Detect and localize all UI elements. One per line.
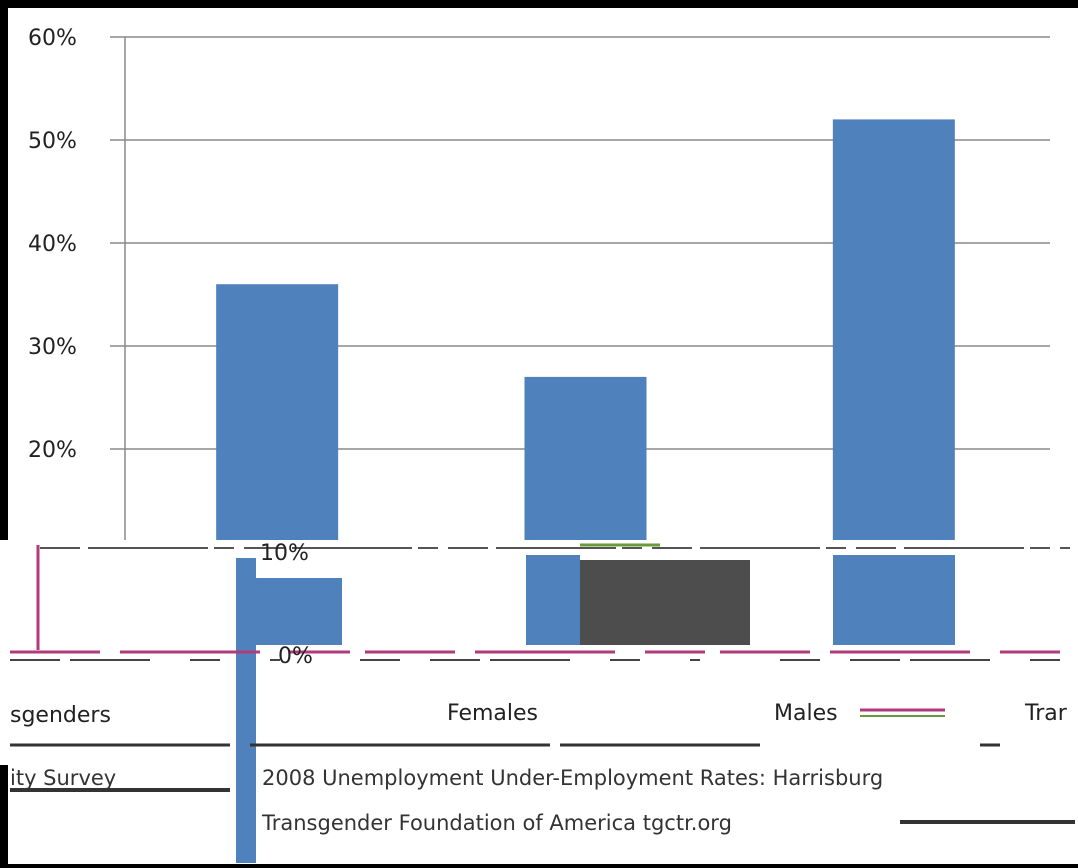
y-tick-label-10: 10% [260,541,309,566]
y-tick-labels: 20% 30% 40% 50% 60% [28,26,77,463]
source-line-3: Transgender Foundation of America tgctr.… [261,811,732,835]
glitch-dark-block [580,560,750,645]
y-tick-label: 50% [28,129,77,154]
glitch-bar-fragment-4 [256,578,342,645]
y-tick-label: 60% [28,26,77,51]
y-tick-label: 30% [28,335,77,360]
category-label-transgenders: sgenders [10,703,111,728]
glitch-bar-fragment-2 [526,555,580,645]
y-tick-label-0: 0% [278,644,313,669]
source-line-1: ity Survey [10,766,116,790]
category-label-females: Females [447,701,538,726]
source-line-2: 2008 Unemployment Under-Employment Rates… [262,766,883,790]
category-label-transgenders-right: Trar [1024,701,1068,726]
glitch-bar-fragment [236,558,256,863]
glitch-bar-fragment-3 [833,555,955,645]
y-tick-label: 40% [28,232,77,257]
y-tick-label: 20% [28,438,77,463]
category-label-males: Males [774,701,838,726]
